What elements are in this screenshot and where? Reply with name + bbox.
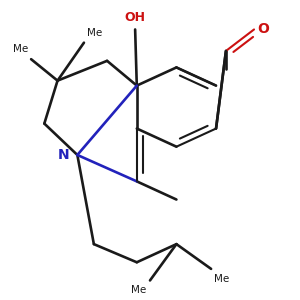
- Text: O: O: [257, 22, 269, 37]
- Text: Me: Me: [131, 285, 147, 296]
- Text: N: N: [58, 148, 69, 162]
- Text: OH: OH: [124, 11, 146, 23]
- Text: Me: Me: [13, 44, 28, 54]
- Text: Me: Me: [87, 28, 103, 38]
- Text: Me: Me: [214, 274, 230, 284]
